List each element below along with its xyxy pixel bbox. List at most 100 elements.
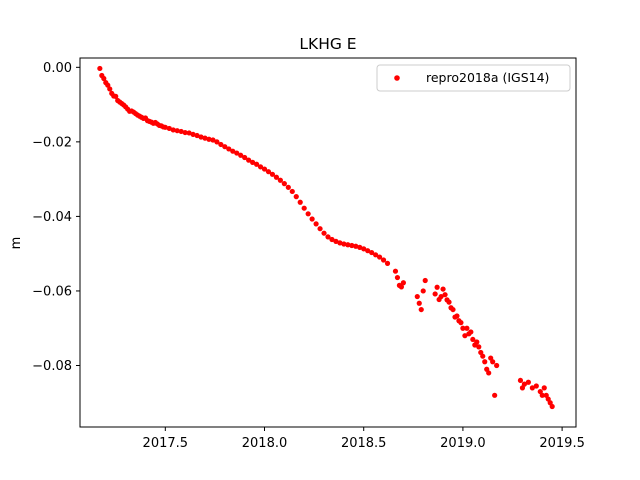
y-axis-ticks: 0.00 −0.02 −0.04 −0.06 −0.08 [32, 61, 80, 374]
data-point [277, 177, 283, 183]
data-point [198, 134, 204, 140]
data-point [297, 199, 303, 205]
data-point [420, 288, 426, 294]
data-point [392, 268, 399, 274]
data-point [416, 300, 422, 306]
data-point [313, 221, 319, 227]
y-tick-label: 0.00 [43, 61, 72, 76]
data-point [333, 238, 339, 244]
data-point [460, 325, 466, 331]
data-point [474, 339, 480, 345]
data-point [230, 148, 236, 154]
data-point [549, 403, 555, 410]
data-point [521, 381, 528, 387]
legend-box [376, 64, 571, 92]
data-point [341, 241, 347, 247]
data-point [273, 174, 280, 180]
data-point [357, 244, 363, 250]
data-point [454, 313, 460, 319]
x-tick-label: 2018.0 [242, 436, 288, 451]
data-point [422, 277, 428, 284]
data-point [480, 353, 486, 359]
data-point [214, 139, 220, 145]
data-point [206, 136, 212, 142]
data-point [414, 293, 420, 300]
data-point [373, 252, 379, 258]
data-point [250, 159, 256, 165]
data-point [238, 152, 244, 158]
x-tick-label: 2017.5 [143, 436, 189, 451]
x-tick-label: 2019.5 [539, 436, 585, 451]
data-point [317, 226, 323, 232]
data-point [234, 150, 240, 156]
data-point [226, 146, 232, 152]
x-tick-label: 2019.0 [440, 436, 486, 451]
data-point [285, 184, 291, 190]
data-point [246, 157, 252, 163]
data-point [190, 131, 196, 138]
data-point [470, 336, 476, 343]
data-point [329, 236, 335, 243]
data-point [194, 132, 200, 139]
data-point [432, 291, 438, 297]
data-point [492, 392, 498, 398]
data-point [464, 325, 470, 331]
data-point [162, 124, 168, 130]
plot-frame [79, 57, 577, 428]
data-point [325, 234, 331, 240]
data-point [174, 128, 180, 134]
data-point [301, 205, 307, 211]
x-tick-label: 2018.5 [341, 436, 387, 451]
y-tick-label: −0.02 [32, 135, 72, 150]
data-point [369, 249, 375, 256]
data-point [337, 240, 343, 246]
data-point [394, 274, 401, 281]
data-point [353, 243, 359, 249]
data-point [458, 320, 464, 326]
y-tick-label: −0.06 [32, 284, 72, 299]
legend-label: repro2018a (IGS14) [426, 70, 549, 85]
data-point [257, 164, 264, 170]
data-point [384, 260, 391, 266]
data-point [253, 161, 260, 167]
data-point [265, 169, 272, 175]
data-point [380, 257, 387, 263]
data-point [446, 299, 452, 305]
data-point [222, 144, 228, 150]
data-point [218, 141, 224, 148]
data-points [97, 65, 555, 410]
legend-marker [394, 75, 400, 81]
data-point [438, 293, 444, 300]
data-point [293, 194, 299, 200]
y-tick-label: −0.08 [32, 359, 72, 374]
data-point [517, 377, 524, 384]
data-point [186, 130, 192, 136]
data-point [468, 329, 474, 335]
data-point [178, 128, 184, 135]
data-point [533, 383, 539, 389]
data-point [376, 254, 383, 260]
data-point [182, 129, 188, 136]
data-point [494, 362, 500, 369]
data-point [541, 385, 547, 391]
x-axis-ticks: 2017.5 2018.0 2018.5 2019.0 2019.5 [143, 427, 585, 451]
data-point [261, 166, 268, 172]
data-point [345, 242, 351, 248]
data-point [476, 344, 482, 350]
data-point [442, 292, 448, 298]
data-point [482, 359, 488, 365]
data-point [400, 280, 406, 286]
data-point [529, 385, 535, 391]
data-point [101, 75, 107, 82]
chart-title: LKHG E [299, 35, 356, 53]
data-point [361, 246, 367, 252]
y-axis-label: m [9, 237, 24, 250]
data-point [166, 125, 172, 132]
data-point [349, 242, 355, 249]
data-point [202, 135, 208, 141]
data-point [450, 306, 456, 313]
data-point [281, 181, 287, 187]
legend: repro2018a (IGS14) [376, 64, 571, 92]
